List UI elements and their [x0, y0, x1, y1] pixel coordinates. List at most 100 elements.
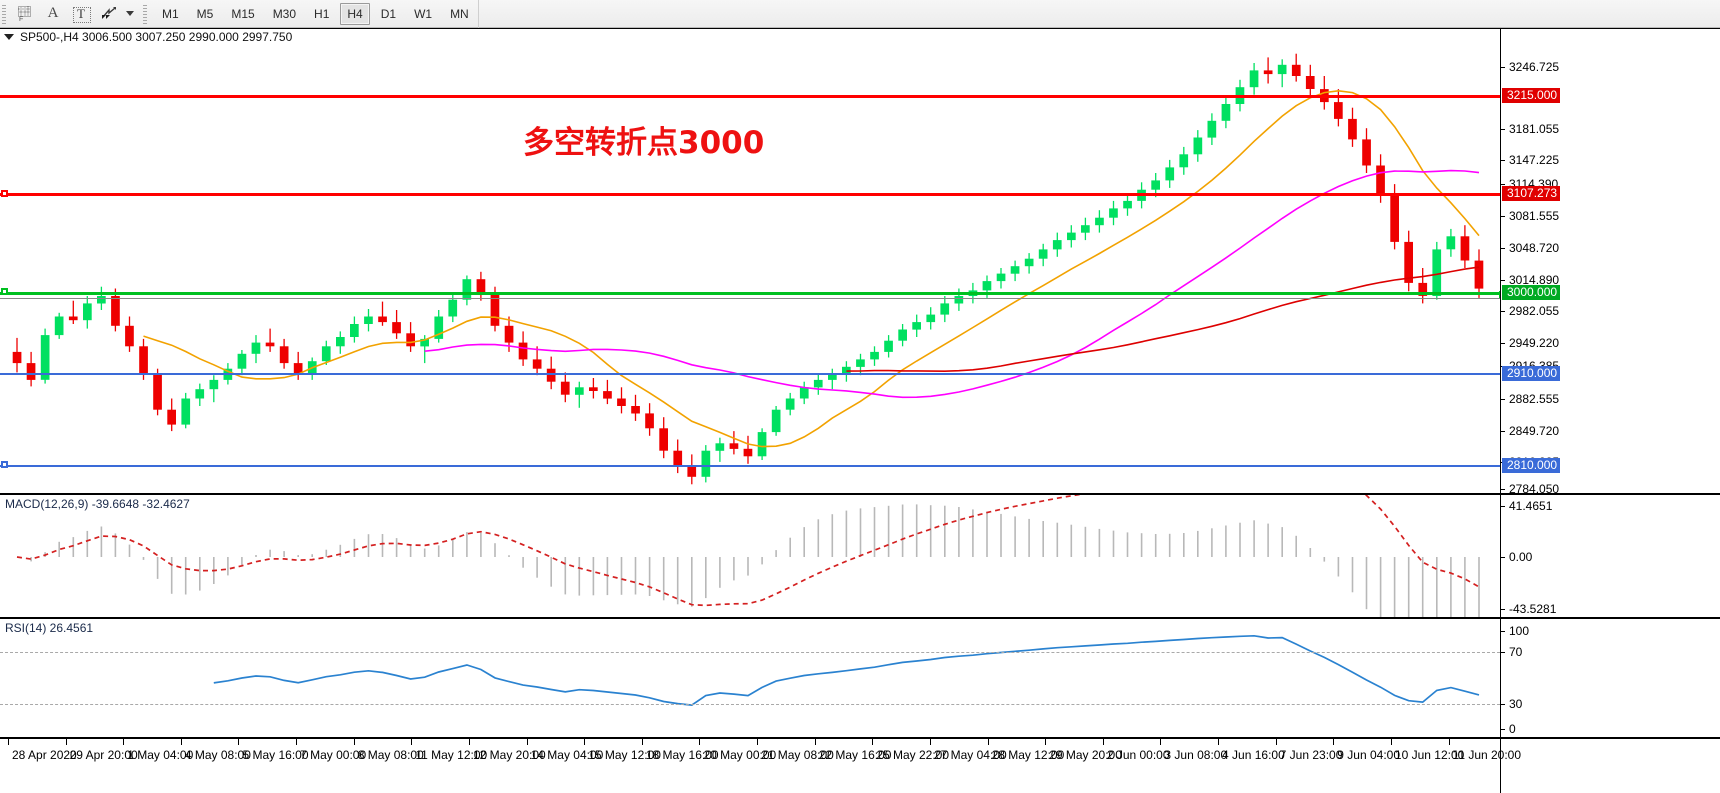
- price-label-3000[interactable]: 3000.000: [1502, 285, 1561, 300]
- time-label: 28 May 12:00: [991, 748, 1065, 762]
- price-axis[interactable]: 3246.725 3181.055 3147.225 3114.390 3081…: [1500, 29, 1720, 496]
- level-handle-left-3000[interactable]: [1, 288, 8, 295]
- time-label: 14 May 04:00: [530, 748, 604, 762]
- time-tick: [1275, 739, 1277, 745]
- rsi-tick: 100: [1501, 624, 1720, 638]
- time-label: 12 May 20:00: [472, 748, 546, 762]
- rsi-tick: 0: [1501, 722, 1720, 736]
- price-tick: 3048.720: [1501, 241, 1720, 255]
- time-tick: [353, 739, 355, 745]
- time-tick: [65, 739, 67, 745]
- price-label-3107[interactable]: 3107.273: [1502, 186, 1561, 201]
- timeframe-m1[interactable]: M1: [162, 6, 179, 21]
- time-tick: [123, 739, 125, 745]
- level-line-3000[interactable]: [0, 291, 1500, 298]
- macd-tick: 0.00: [1501, 550, 1720, 564]
- macd-svg: [16, 495, 1480, 617]
- price-plot[interactable]: 多空转折点3000: [0, 29, 1500, 493]
- time-tick: [641, 739, 643, 745]
- time-tick: [468, 739, 470, 745]
- time-tick: [8, 739, 9, 745]
- time-label: 4 Jun 16:00: [1222, 748, 1285, 762]
- level-handle-3000[interactable]: [1499, 291, 1500, 298]
- level-handle-left-3107[interactable]: [1, 190, 8, 197]
- macd-pane[interactable]: MACD(12,26,9) -39.6648 -32.4627 41.4651 …: [0, 494, 1720, 618]
- time-label: 15 May 12:00: [588, 748, 661, 762]
- level-line-grey: [0, 298, 1500, 299]
- price-label-2810[interactable]: 2810.000: [1502, 458, 1561, 473]
- timeframe-h4[interactable]: H4: [340, 2, 370, 25]
- level-handle-left-2810[interactable]: [1, 461, 8, 468]
- macd-legend: MACD(12,26,9) -39.6648 -32.4627: [5, 497, 190, 511]
- macd-plot[interactable]: [0, 495, 1500, 617]
- time-tick: [1160, 739, 1162, 745]
- timeframe-w1[interactable]: W1: [414, 6, 433, 21]
- macd-tick: -43.5281: [1501, 602, 1720, 616]
- level-line-2910[interactable]: [0, 373, 1500, 375]
- chart-annotation-text: 多空转折点3000: [523, 125, 765, 161]
- time-tick: [1102, 739, 1104, 745]
- time-label: 29 May 20:00: [1049, 748, 1122, 762]
- price-tick: 3114.390: [1501, 177, 1720, 191]
- symbol-info-row: SP500-,H4 3006.500 3007.250 2990.000 299…: [0, 29, 1720, 45]
- chart-area[interactable]: SP500-,H4 3006.500 3007.250 2990.000 299…: [0, 28, 1720, 793]
- macd-axis[interactable]: 41.4651 0.00 -43.5281: [1500, 495, 1720, 617]
- toolbar-separator: [141, 2, 149, 25]
- time-tick: [1448, 739, 1450, 745]
- toolbar: F A T M1 M5 M15 M30 H1 H4 D1 W1 MN: [0, 0, 1720, 28]
- rsi-pane[interactable]: RSI(14) 26.4561 100 70 30 0: [0, 618, 1720, 738]
- timeframe-m30[interactable]: M30: [272, 6, 297, 21]
- level-line-3107[interactable]: [0, 193, 1500, 196]
- price-tick: 2849.720: [1501, 424, 1720, 438]
- time-label: 29 Apr 20:00: [69, 748, 138, 762]
- toolbar-grip-1[interactable]: [1, 2, 9, 25]
- price-label-2910[interactable]: 2910.000: [1502, 366, 1561, 381]
- time-label: 7 May 00:00: [300, 748, 367, 762]
- rsi-svg: [213, 634, 1480, 706]
- text-label-icon[interactable]: A: [47, 5, 59, 21]
- time-label: 22 May 16:00: [818, 748, 892, 762]
- price-candles-svg: [12, 53, 1484, 485]
- chart-dropdown-triangle-icon[interactable]: [4, 34, 14, 40]
- arrows-icon[interactable]: [96, 2, 122, 26]
- time-label: 28 Apr 2020: [12, 748, 77, 762]
- time-axis[interactable]: 28 Apr 2020 29 Apr 20:00 1 May 04:00 4 May …: [0, 738, 1720, 793]
- timeframe-m5[interactable]: M5: [196, 6, 214, 21]
- price-tick: 2949.220: [1501, 336, 1720, 350]
- time-tick: [1390, 739, 1392, 745]
- rsi-oversold-line: [0, 704, 1500, 705]
- price-tick: 3147.225: [1501, 153, 1720, 167]
- rsi-plot[interactable]: [0, 619, 1500, 737]
- arrows-dropdown-caret-icon[interactable]: [123, 2, 137, 26]
- crosshair-icon[interactable]: F: [12, 2, 38, 26]
- time-tick: [814, 739, 816, 745]
- price-pane[interactable]: SP500-,H4 3006.500 3007.250 2990.000 299…: [0, 28, 1720, 496]
- level-line-3215[interactable]: [0, 95, 1500, 98]
- time-tick: [296, 739, 298, 745]
- time-label: 21 May 08:00: [761, 748, 834, 762]
- timeframe-m15[interactable]: M15: [231, 6, 255, 21]
- time-tick: [1218, 739, 1220, 745]
- time-tick: [929, 739, 931, 745]
- price-label-3215[interactable]: 3215.000: [1502, 88, 1561, 103]
- time-tick: [757, 739, 759, 745]
- rsi-tick: 30: [1501, 697, 1720, 711]
- rsi-tick: 70: [1501, 645, 1720, 659]
- timeframe-h1[interactable]: H1: [314, 6, 330, 21]
- toolbar-empty-area: [477, 0, 1720, 28]
- time-tick: [411, 739, 413, 745]
- rsi-axis[interactable]: 100 70 30 0: [1500, 619, 1720, 737]
- timeframe-d1[interactable]: D1: [380, 6, 397, 21]
- time-label: 9 Jun 04:00: [1337, 748, 1401, 762]
- time-tick: [872, 739, 874, 745]
- text-object-icon[interactable]: T: [68, 2, 94, 26]
- timeframe-mn[interactable]: MN: [450, 6, 469, 21]
- time-label: 11 Jun 20:00: [1452, 748, 1522, 762]
- price-tick: 3181.055: [1501, 122, 1720, 136]
- time-label: 7 Jun 23:00: [1279, 748, 1343, 762]
- time-label: 25 May 22:00: [876, 748, 950, 762]
- level-line-2810[interactable]: [0, 465, 1500, 467]
- time-tick: [699, 739, 701, 745]
- price-tick: 3014.890: [1501, 273, 1720, 287]
